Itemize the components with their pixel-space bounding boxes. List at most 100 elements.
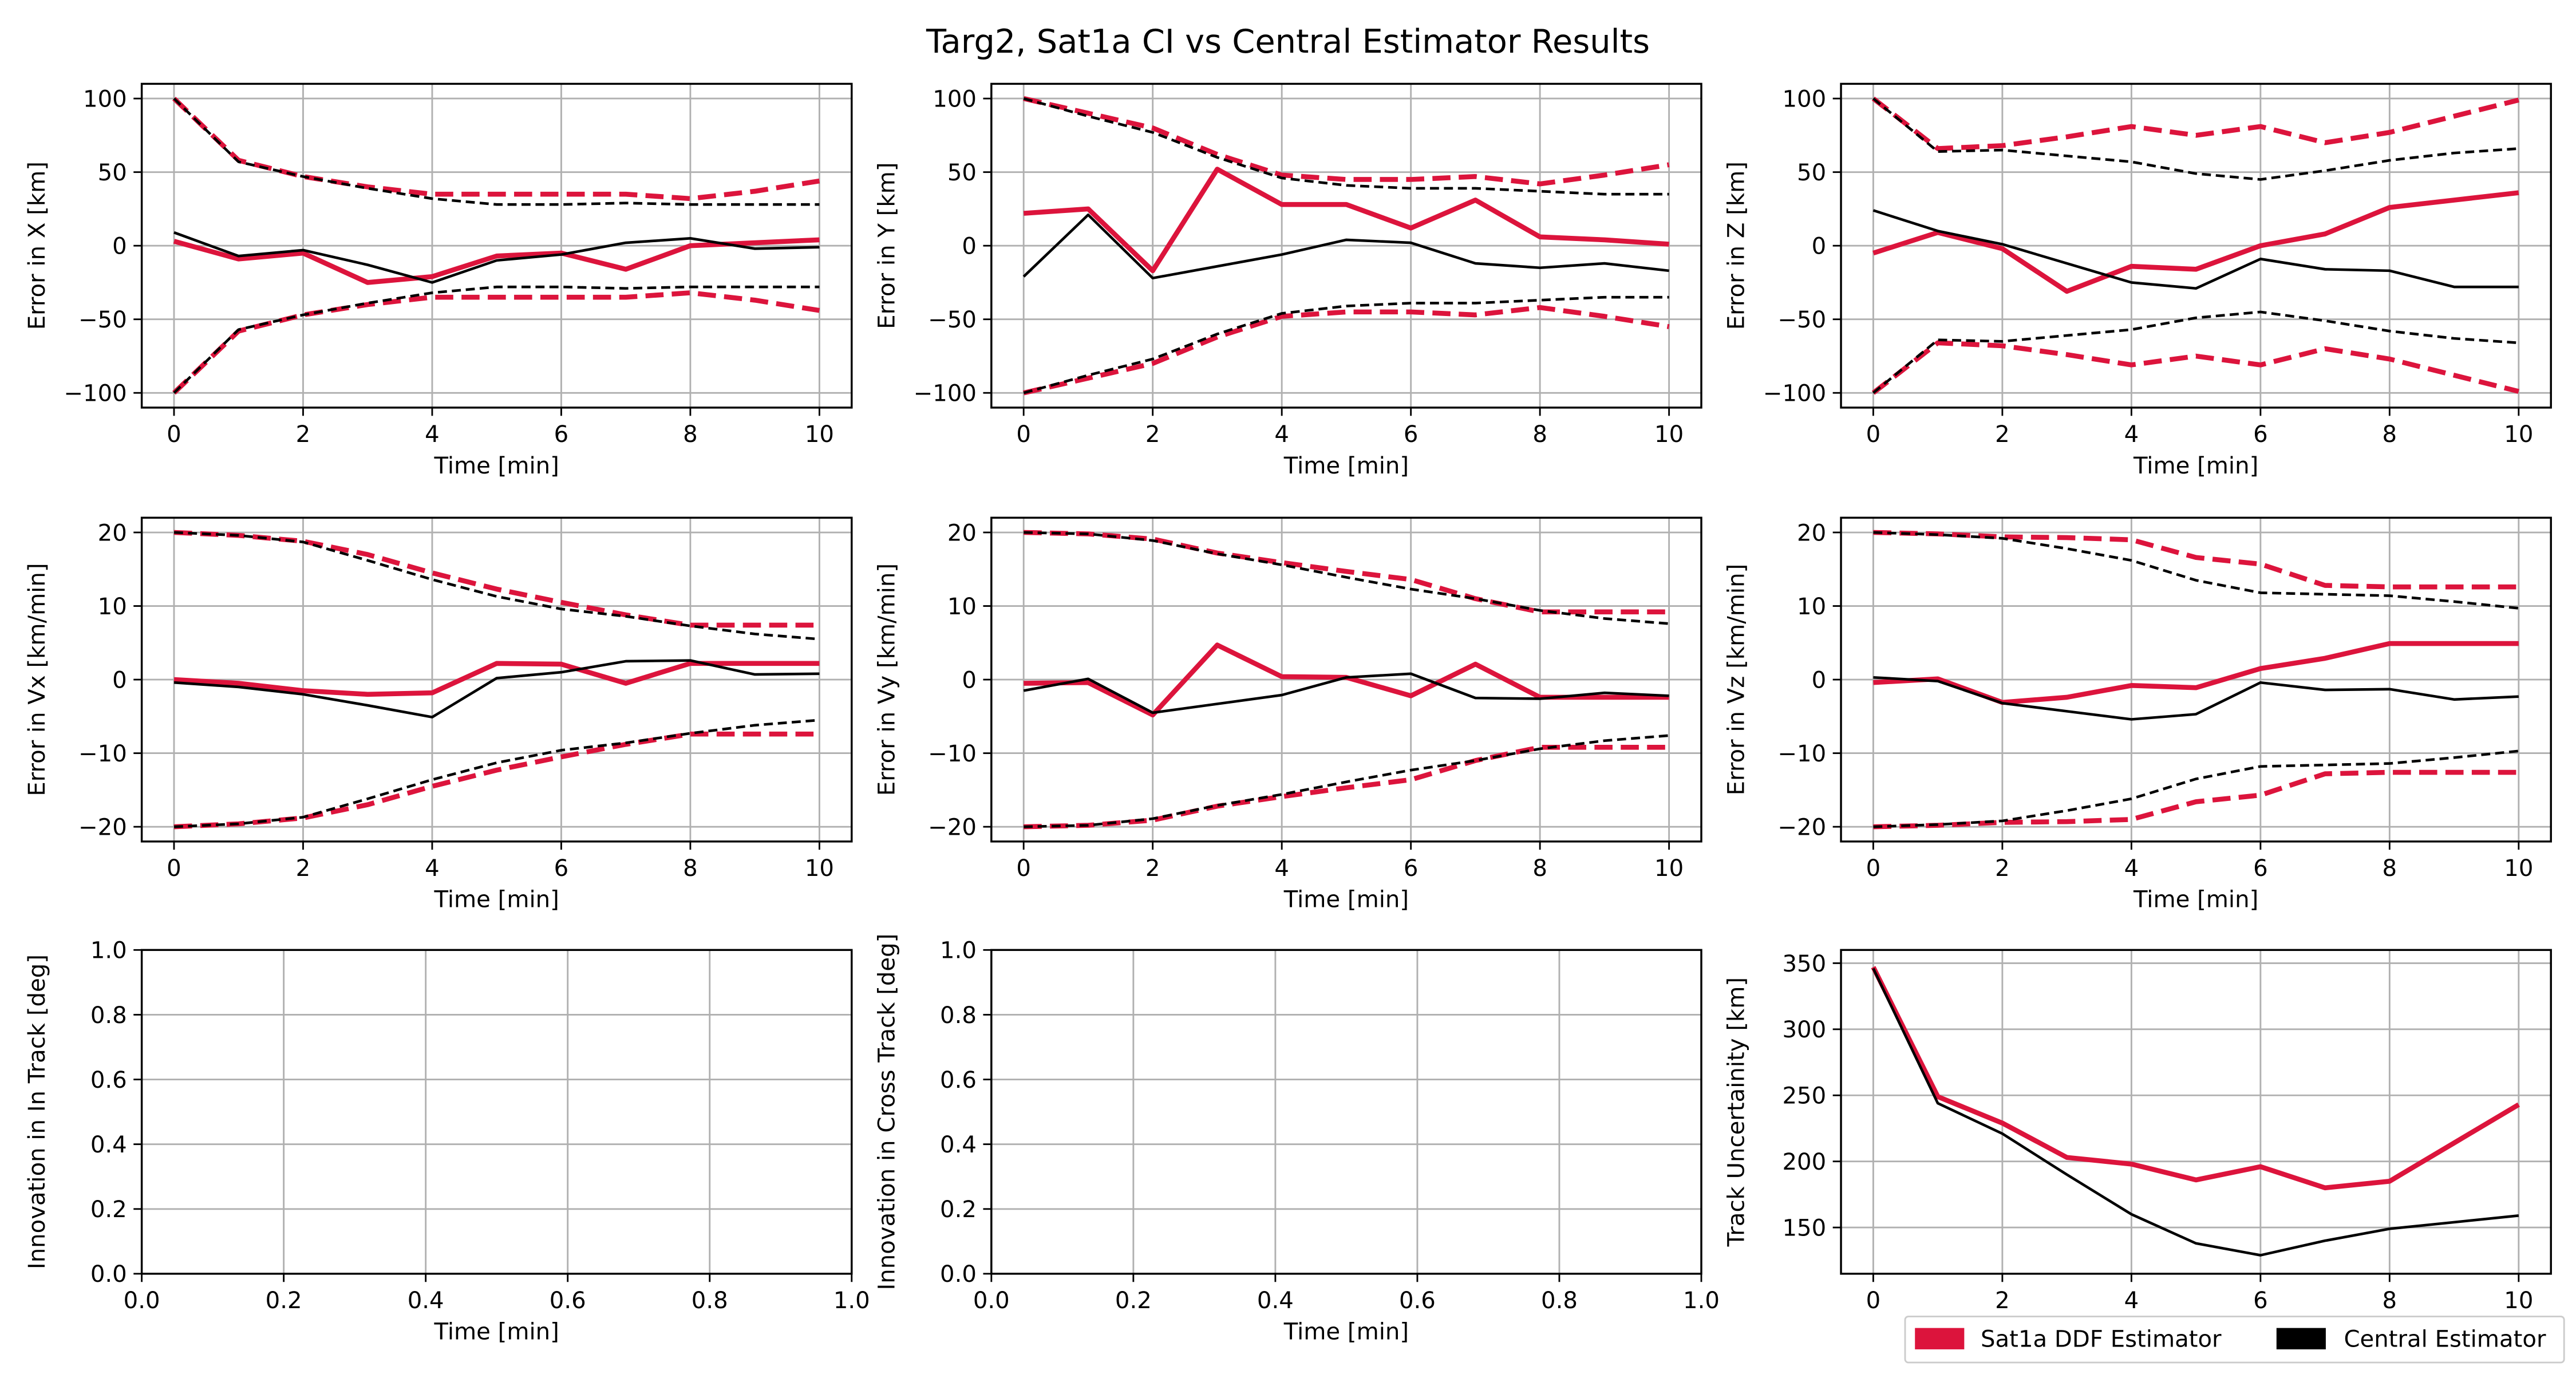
x-tick-label: 6 xyxy=(2253,421,2268,448)
x-tick-label: 8 xyxy=(683,421,698,448)
x-tick-label: 2 xyxy=(1995,421,2010,448)
x-tick-label: 0.4 xyxy=(408,1288,444,1314)
axes-frame xyxy=(140,949,853,1275)
ddf-dashed-series-3 xyxy=(1023,305,1670,396)
y-tick-label: 0 xyxy=(112,667,127,693)
y-tick-label: −20 xyxy=(1777,815,1826,841)
x-tick-label: 10 xyxy=(2504,421,2533,448)
y-tick-label: −100 xyxy=(914,381,977,407)
x-axis-label: Time [min] xyxy=(434,887,559,913)
x-tick-label: 10 xyxy=(1654,421,1684,448)
y-tick-label: 50 xyxy=(947,160,977,186)
y-tick-label: 0.6 xyxy=(940,1067,977,1093)
ddf-dashed-series-2 xyxy=(173,530,820,628)
y-tick-label: 20 xyxy=(947,520,977,546)
ddf-dashed-series-3 xyxy=(173,731,820,830)
y-tick-label: 100 xyxy=(83,86,127,112)
y-tick-label: 100 xyxy=(933,86,977,112)
x-tick-label: 6 xyxy=(554,855,569,882)
legend-label-central: Central Estimator xyxy=(2344,1326,2546,1353)
central-dashed-series-5 xyxy=(173,531,820,641)
x-tick-label: 8 xyxy=(683,855,698,882)
central-dashed-series-5 xyxy=(1873,531,2519,610)
central-dashed-series-5 xyxy=(1872,97,2519,181)
y-tick-label: −50 xyxy=(1777,307,1826,333)
ddf-dashed-series-3 xyxy=(1873,769,2519,830)
y-tick-label: 0 xyxy=(962,667,977,693)
x-tick-label: 0.2 xyxy=(1115,1288,1152,1314)
x-tick-label: 6 xyxy=(554,421,569,448)
x-tick-label: 1.0 xyxy=(833,1288,870,1314)
y-axis-label: Track Uncertainity [km] xyxy=(1724,977,1750,1247)
y-tick-label: −20 xyxy=(928,815,977,841)
x-tick-label: 2 xyxy=(1145,421,1160,448)
x-tick-label: 0 xyxy=(167,855,181,882)
legend-swatch-ddf xyxy=(1915,1328,1965,1349)
x-tick-label: 0.6 xyxy=(550,1288,586,1314)
x-tick-label: 10 xyxy=(805,855,834,882)
y-tick-label: 0.6 xyxy=(90,1067,127,1093)
y-tick-label: 0.8 xyxy=(90,1002,127,1029)
x-axis-label: Time [min] xyxy=(1283,453,1409,479)
y-tick-label: 0 xyxy=(962,234,977,260)
x-tick-label: 2 xyxy=(1995,855,2010,882)
x-tick-label: 0 xyxy=(1016,421,1031,448)
central-dashed-series-5 xyxy=(1024,531,1669,625)
y-axis-label: Error in X [km] xyxy=(24,161,50,330)
y-tick-label: 100 xyxy=(1782,86,1826,112)
y-tick-label: 200 xyxy=(1782,1149,1826,1175)
y-axis-label: Error in Z [km] xyxy=(1724,161,1750,330)
x-tick-label: 0 xyxy=(167,421,181,448)
y-tick-label: 0.0 xyxy=(90,1261,127,1288)
x-tick-label: 0.0 xyxy=(124,1288,160,1314)
central-dashed-series-6 xyxy=(1873,749,2519,828)
central-dashed-series-5 xyxy=(1023,97,1669,196)
y-tick-label: 10 xyxy=(947,594,977,620)
x-tick-label: 4 xyxy=(2124,855,2139,882)
x-tick-label: 0 xyxy=(1866,855,1881,882)
y-tick-label: −100 xyxy=(64,381,127,407)
central-solid-series-4 xyxy=(1872,209,2519,290)
x-tick-label: 0.6 xyxy=(1399,1288,1436,1314)
x-tick-label: 6 xyxy=(2253,1288,2268,1314)
central-solid-series-4 xyxy=(173,659,820,718)
axes-frame xyxy=(1840,949,2552,1275)
central-solid-series-4 xyxy=(173,231,820,284)
x-tick-label: 2 xyxy=(296,855,311,882)
x-tick-label: 2 xyxy=(1145,855,1160,882)
central-dashed-series-6 xyxy=(1024,734,1669,828)
y-axis-label: Error in Vy [km/min] xyxy=(874,563,900,796)
panel-4: 0 2 4 6 8 10 −20 −10 0 10 20 Time [min] Error in Vx … xyxy=(24,516,853,913)
legend: Sat1a DDF Estimator Central Estimator xyxy=(1904,1316,2565,1364)
x-axis-label: Time [min] xyxy=(2133,887,2258,913)
x-tick-label: 0 xyxy=(1016,855,1031,882)
x-axis-label: Time [min] xyxy=(2133,453,2258,479)
y-tick-label: 300 xyxy=(1782,1017,1826,1043)
central-dashed-series-5 xyxy=(173,97,820,206)
panel-7: 0.0 0.2 0.4 0.6 0.8 1.0 0.0 0.2 0.4 0.6 0.8 1.0 Time… xyxy=(24,938,870,1345)
y-tick-label: −100 xyxy=(1763,381,1826,407)
y-tick-label: 0 xyxy=(112,234,127,260)
y-tick-label: 1.0 xyxy=(90,938,127,964)
x-tick-label: 1.0 xyxy=(1683,1288,1720,1314)
x-tick-label: 10 xyxy=(2504,1288,2533,1314)
x-tick-label: 4 xyxy=(1274,421,1289,448)
ddf-solid-series-1 xyxy=(1872,190,2519,294)
x-tick-label: 0.8 xyxy=(692,1288,728,1314)
central-dashed-series-6 xyxy=(173,718,820,828)
central-dashed-series-6 xyxy=(173,285,820,394)
x-tick-label: 6 xyxy=(2253,855,2268,882)
y-axis-label: Innovation in Cross Track [deg] xyxy=(874,934,900,1290)
x-axis-label: Time [min] xyxy=(1283,887,1409,913)
y-tick-label: 50 xyxy=(98,160,127,186)
x-tick-label: 4 xyxy=(425,855,440,882)
legend-label-ddf: Sat1a DDF Estimator xyxy=(1981,1326,2222,1353)
y-tick-label: 50 xyxy=(1797,160,1826,186)
y-tick-label: 0.4 xyxy=(940,1132,977,1158)
panel-8: 0.0 0.2 0.4 0.6 0.8 1.0 0.0 0.2 0.4 0.6 0.8 1.0 Time… xyxy=(874,934,1720,1345)
x-tick-label: 4 xyxy=(425,421,440,448)
x-tick-label: 10 xyxy=(1654,855,1684,882)
panel-1: 0 2 4 6 8 10 −100 −50 0 50 100 Time [min] Error in X… xyxy=(24,82,853,479)
ddf-dashed-series-2 xyxy=(1024,530,1669,615)
